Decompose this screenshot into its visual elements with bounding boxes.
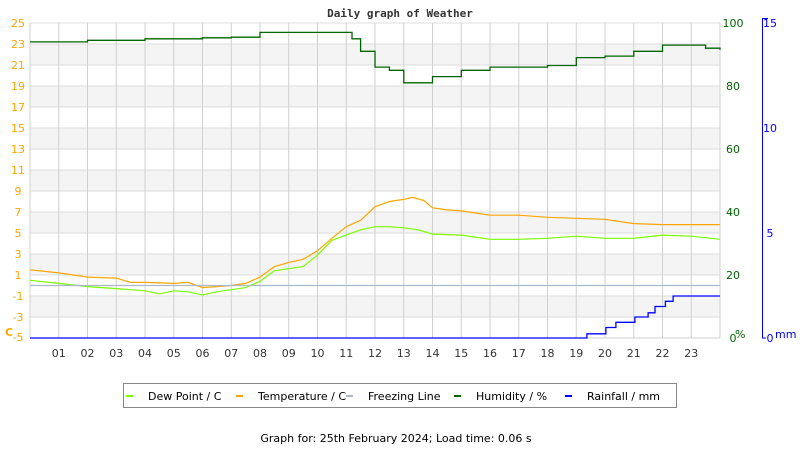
temp-tick-label: 3: [15, 248, 22, 261]
x-tick-label: 13: [397, 347, 411, 360]
temp-tick-label: 7: [15, 206, 22, 219]
x-tick-label: 03: [109, 347, 123, 360]
rainfall-tick-label: 15: [763, 17, 777, 30]
legend-swatch: [346, 395, 353, 397]
x-tick-label: 09: [282, 347, 296, 360]
legend-label: Temperature / C: [257, 390, 346, 403]
temperature-c-line: [29, 196, 720, 289]
x-tick-label: 01: [52, 347, 66, 360]
x-tick-label: 20: [598, 347, 612, 360]
temp-tick-label: 25: [11, 17, 25, 30]
x-tick-label: 10: [311, 347, 325, 360]
rainfall-unit-label: mm: [775, 328, 796, 341]
temp-tick-label: -3: [13, 311, 24, 324]
x-tick-label: 19: [569, 347, 583, 360]
legend-swatch: [126, 395, 133, 397]
humidity-tick-label: 80: [726, 80, 740, 93]
humidity-tick-label: 100: [723, 17, 744, 30]
humidity-line: [30, 31, 721, 84]
legend-label: Freezing Line: [368, 390, 441, 403]
x-tick-label: 05: [167, 347, 181, 360]
humidity-tick-label: 40: [726, 206, 740, 219]
temp-tick-label: 19: [11, 80, 25, 93]
legend-box: [123, 383, 677, 408]
x-tick-label: 16: [483, 347, 497, 360]
x-tick-label: 15: [454, 347, 468, 360]
x-tick-label: 18: [541, 347, 555, 360]
legend-swatch: [454, 395, 461, 397]
chart-title: Daily graph of Weather: [327, 7, 473, 20]
temp-tick-label: 15: [11, 122, 25, 135]
temp-tick-label: 17: [11, 101, 25, 114]
legend: Dew Point / C Temperature / C Freezing Lin…: [123, 383, 677, 408]
humidity-tick-label: 0: [730, 332, 737, 345]
x-tick-label: 23: [684, 347, 698, 360]
rainfall-tick-label: 0: [767, 332, 774, 345]
x-tick-label: 17: [512, 347, 526, 360]
rainfall-mm-line: [30, 295, 720, 339]
temp-tick-label: 1: [15, 269, 22, 282]
humidity-tick-label: 60: [726, 143, 740, 156]
x-tick-label: 06: [196, 347, 210, 360]
temp-tick-label: -5: [13, 331, 24, 344]
legend-label: Dew Point / C: [148, 390, 222, 403]
temp-tick-label: 9: [15, 185, 22, 198]
temp-tick-label: -1: [13, 290, 24, 303]
temp-unit-label: C: [5, 326, 13, 339]
temp-tick-label: 5: [15, 227, 22, 240]
humidity-tick-label: 20: [726, 269, 740, 282]
temp-tick-label: 23: [11, 38, 25, 51]
dew-point-c-line: [29, 226, 721, 296]
x-tick-label: 08: [253, 347, 267, 360]
x-tick-label: 07: [224, 347, 238, 360]
legend-label: Humidity / %: [476, 390, 547, 403]
x-tick-label: 02: [81, 347, 95, 360]
temp-tick-label: 11: [11, 164, 25, 177]
legend-swatch: [236, 395, 243, 397]
x-tick-label: 21: [627, 347, 641, 360]
x-tick-label: 22: [656, 347, 670, 360]
temp-tick-label: 21: [11, 59, 25, 72]
x-tick-label: 12: [368, 347, 382, 360]
legend-swatch: [565, 395, 572, 397]
x-tick-label: 04: [138, 347, 152, 360]
legend-label: Rainfall / mm: [587, 390, 660, 403]
x-tick-label: 14: [426, 347, 440, 360]
x-tick-label: 11: [339, 347, 353, 360]
humidity-unit-label: %: [735, 328, 745, 341]
rainfall-tick-label: 10: [763, 122, 777, 135]
footer-text: Graph for: 25th February 2024; Load time…: [260, 432, 532, 445]
rainfall-tick-label: 5: [767, 227, 774, 240]
temp-tick-label: 13: [11, 143, 25, 156]
